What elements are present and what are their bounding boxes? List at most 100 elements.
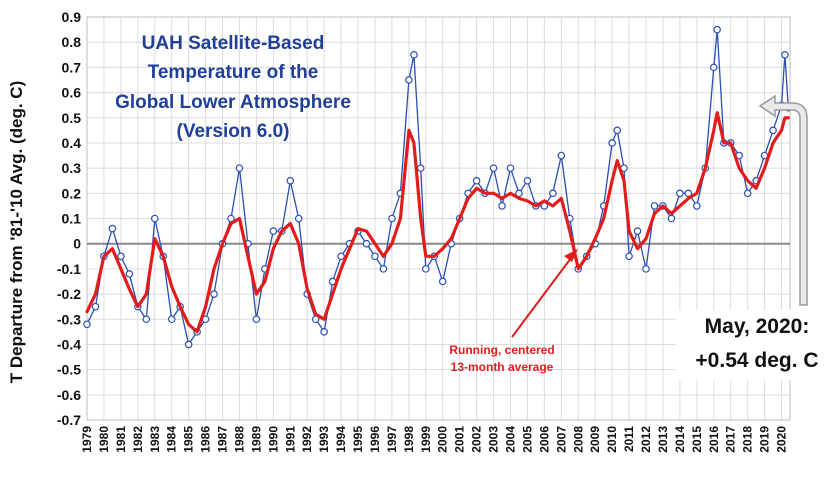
monthly-data-point	[613, 126, 622, 135]
y-tick-label: 0	[73, 236, 81, 252]
x-tick-label: 1995	[351, 426, 365, 453]
x-tick-label: 1980	[97, 426, 111, 453]
monthly-data-point	[252, 315, 261, 324]
monthly-data-point	[362, 239, 371, 248]
y-tick-label: -0.3	[57, 311, 81, 327]
x-tick-label: 1985	[182, 426, 196, 453]
x-tick-label: 2005	[520, 426, 534, 453]
x-tick-label: 1993	[317, 426, 331, 453]
monthly-data-point	[371, 252, 379, 261]
monthly-data-point	[184, 340, 193, 349]
running-average-annotation: Running, centered 13-month average	[449, 249, 578, 374]
monthly-data-point	[108, 224, 117, 233]
monthly-data-point	[625, 252, 633, 261]
callout-box	[676, 310, 826, 380]
x-tick-label: 1981	[114, 426, 128, 453]
y-tick-label: -0.1	[57, 261, 81, 277]
y-tick-label: 0.5	[62, 110, 82, 126]
monthly-data-point	[472, 176, 481, 185]
monthly-data-point	[210, 290, 218, 298]
monthly-data-point	[676, 189, 684, 198]
x-tick-label: 2009	[588, 426, 602, 453]
monthly-data-point	[709, 63, 718, 72]
callout-line-1: May, 2020:	[705, 315, 810, 338]
running-average-line	[85, 111, 790, 334]
x-tick-label: 1998	[402, 426, 416, 453]
monthly-data-point	[379, 265, 388, 273]
monthly-data-point	[489, 164, 498, 172]
monthly-data-point	[421, 265, 430, 273]
y-axis-label: T Departure from '81-'10 Avg. (deg. C)	[7, 81, 26, 384]
monthly-data-point	[506, 164, 515, 172]
x-tick-label: 1982	[131, 426, 145, 453]
monthly-data-point	[294, 214, 303, 223]
monthly-data-point	[405, 76, 413, 84]
monthly-data-point	[498, 202, 506, 210]
x-tick-label: 2006	[537, 426, 551, 453]
monthly-data-point	[693, 202, 701, 210]
monthly-data-point	[125, 270, 134, 278]
monthly-data-point	[549, 189, 557, 198]
x-tick-label: 1989	[249, 426, 263, 453]
callout-arrow	[758, 94, 808, 306]
x-tick-label: 2015	[690, 426, 704, 453]
monthly-data-point	[150, 214, 159, 223]
y-tick-label: 0.8	[62, 34, 82, 50]
callout-line-2: +0.54 deg. C	[695, 349, 818, 372]
monthly-data-point	[557, 151, 566, 160]
x-tick-label: 2013	[656, 426, 670, 453]
monthly-data-point	[684, 189, 693, 198]
x-tick-label: 2019	[758, 426, 772, 453]
title-line-1: UAH Satellite-Based	[142, 33, 325, 54]
grid-lines	[86, 16, 791, 421]
x-tick-label: 1986	[199, 426, 213, 453]
x-tick-label: 2000	[436, 426, 450, 453]
x-axis-ticks: 1979 1980 1981 1982 1983 1984 1985 1986 1987 1988…	[80, 426, 789, 453]
y-tick-label: 0.7	[62, 59, 82, 75]
x-tick-label: 1988	[232, 426, 246, 453]
y-tick-label: 0.2	[62, 185, 82, 201]
x-tick-label: 2014	[673, 426, 687, 453]
running-note-arrowhead	[564, 249, 578, 262]
x-tick-label: 2017	[724, 426, 738, 453]
x-tick-label: 2003	[487, 426, 501, 453]
x-tick-label: 1990	[266, 426, 280, 453]
x-tick-label: 2010	[605, 426, 619, 453]
x-tick-label: 1994	[334, 426, 348, 453]
latest-value-callout: May, 2020: +0.54 deg. C	[676, 94, 826, 380]
running-note-line-2: 13-month average	[451, 360, 554, 374]
monthly-data-point	[83, 320, 91, 329]
x-tick-label: 1983	[148, 426, 162, 453]
x-tick-label: 1992	[300, 426, 314, 453]
monthly-data-point	[320, 328, 328, 336]
x-tick-label: 1999	[419, 426, 433, 453]
y-tick-label: 0.6	[62, 85, 82, 101]
y-tick-label: -0.6	[57, 387, 81, 403]
monthly-data-point	[269, 227, 278, 235]
y-axis-ticks: -0.7 -0.6 -0.5 -0.4 -0.3 -0.2 -0.1 0 0.1 0.2 0.3 0.…	[57, 9, 81, 428]
monthly-data-point	[410, 50, 418, 59]
x-tick-label: 2020	[775, 426, 789, 453]
y-tick-label: 0.9	[62, 9, 82, 25]
monthly-data-point	[286, 176, 295, 185]
monthly-series-line	[86, 29, 789, 347]
monthly-data-point	[337, 252, 345, 261]
monthly-data-point	[91, 302, 100, 311]
monthly-data-point	[650, 202, 659, 210]
x-tick-label: 2004	[503, 426, 517, 453]
monthly-data-point	[438, 277, 447, 286]
y-tick-label: 0.1	[62, 211, 82, 227]
monthly-data-point	[667, 214, 676, 223]
x-tick-label: 1996	[368, 426, 382, 453]
y-tick-label: -0.7	[57, 412, 81, 428]
monthly-data-point	[235, 164, 244, 172]
x-tick-label: 2001	[453, 426, 467, 453]
monthly-data-point	[743, 189, 752, 198]
monthly-data-point	[388, 214, 396, 223]
x-tick-label: 1979	[80, 426, 94, 453]
monthly-data-point	[167, 315, 176, 324]
y-tick-label: -0.5	[57, 362, 81, 378]
title-line-2: Temperature of the	[148, 62, 319, 83]
x-tick-label: 1987	[216, 426, 230, 453]
